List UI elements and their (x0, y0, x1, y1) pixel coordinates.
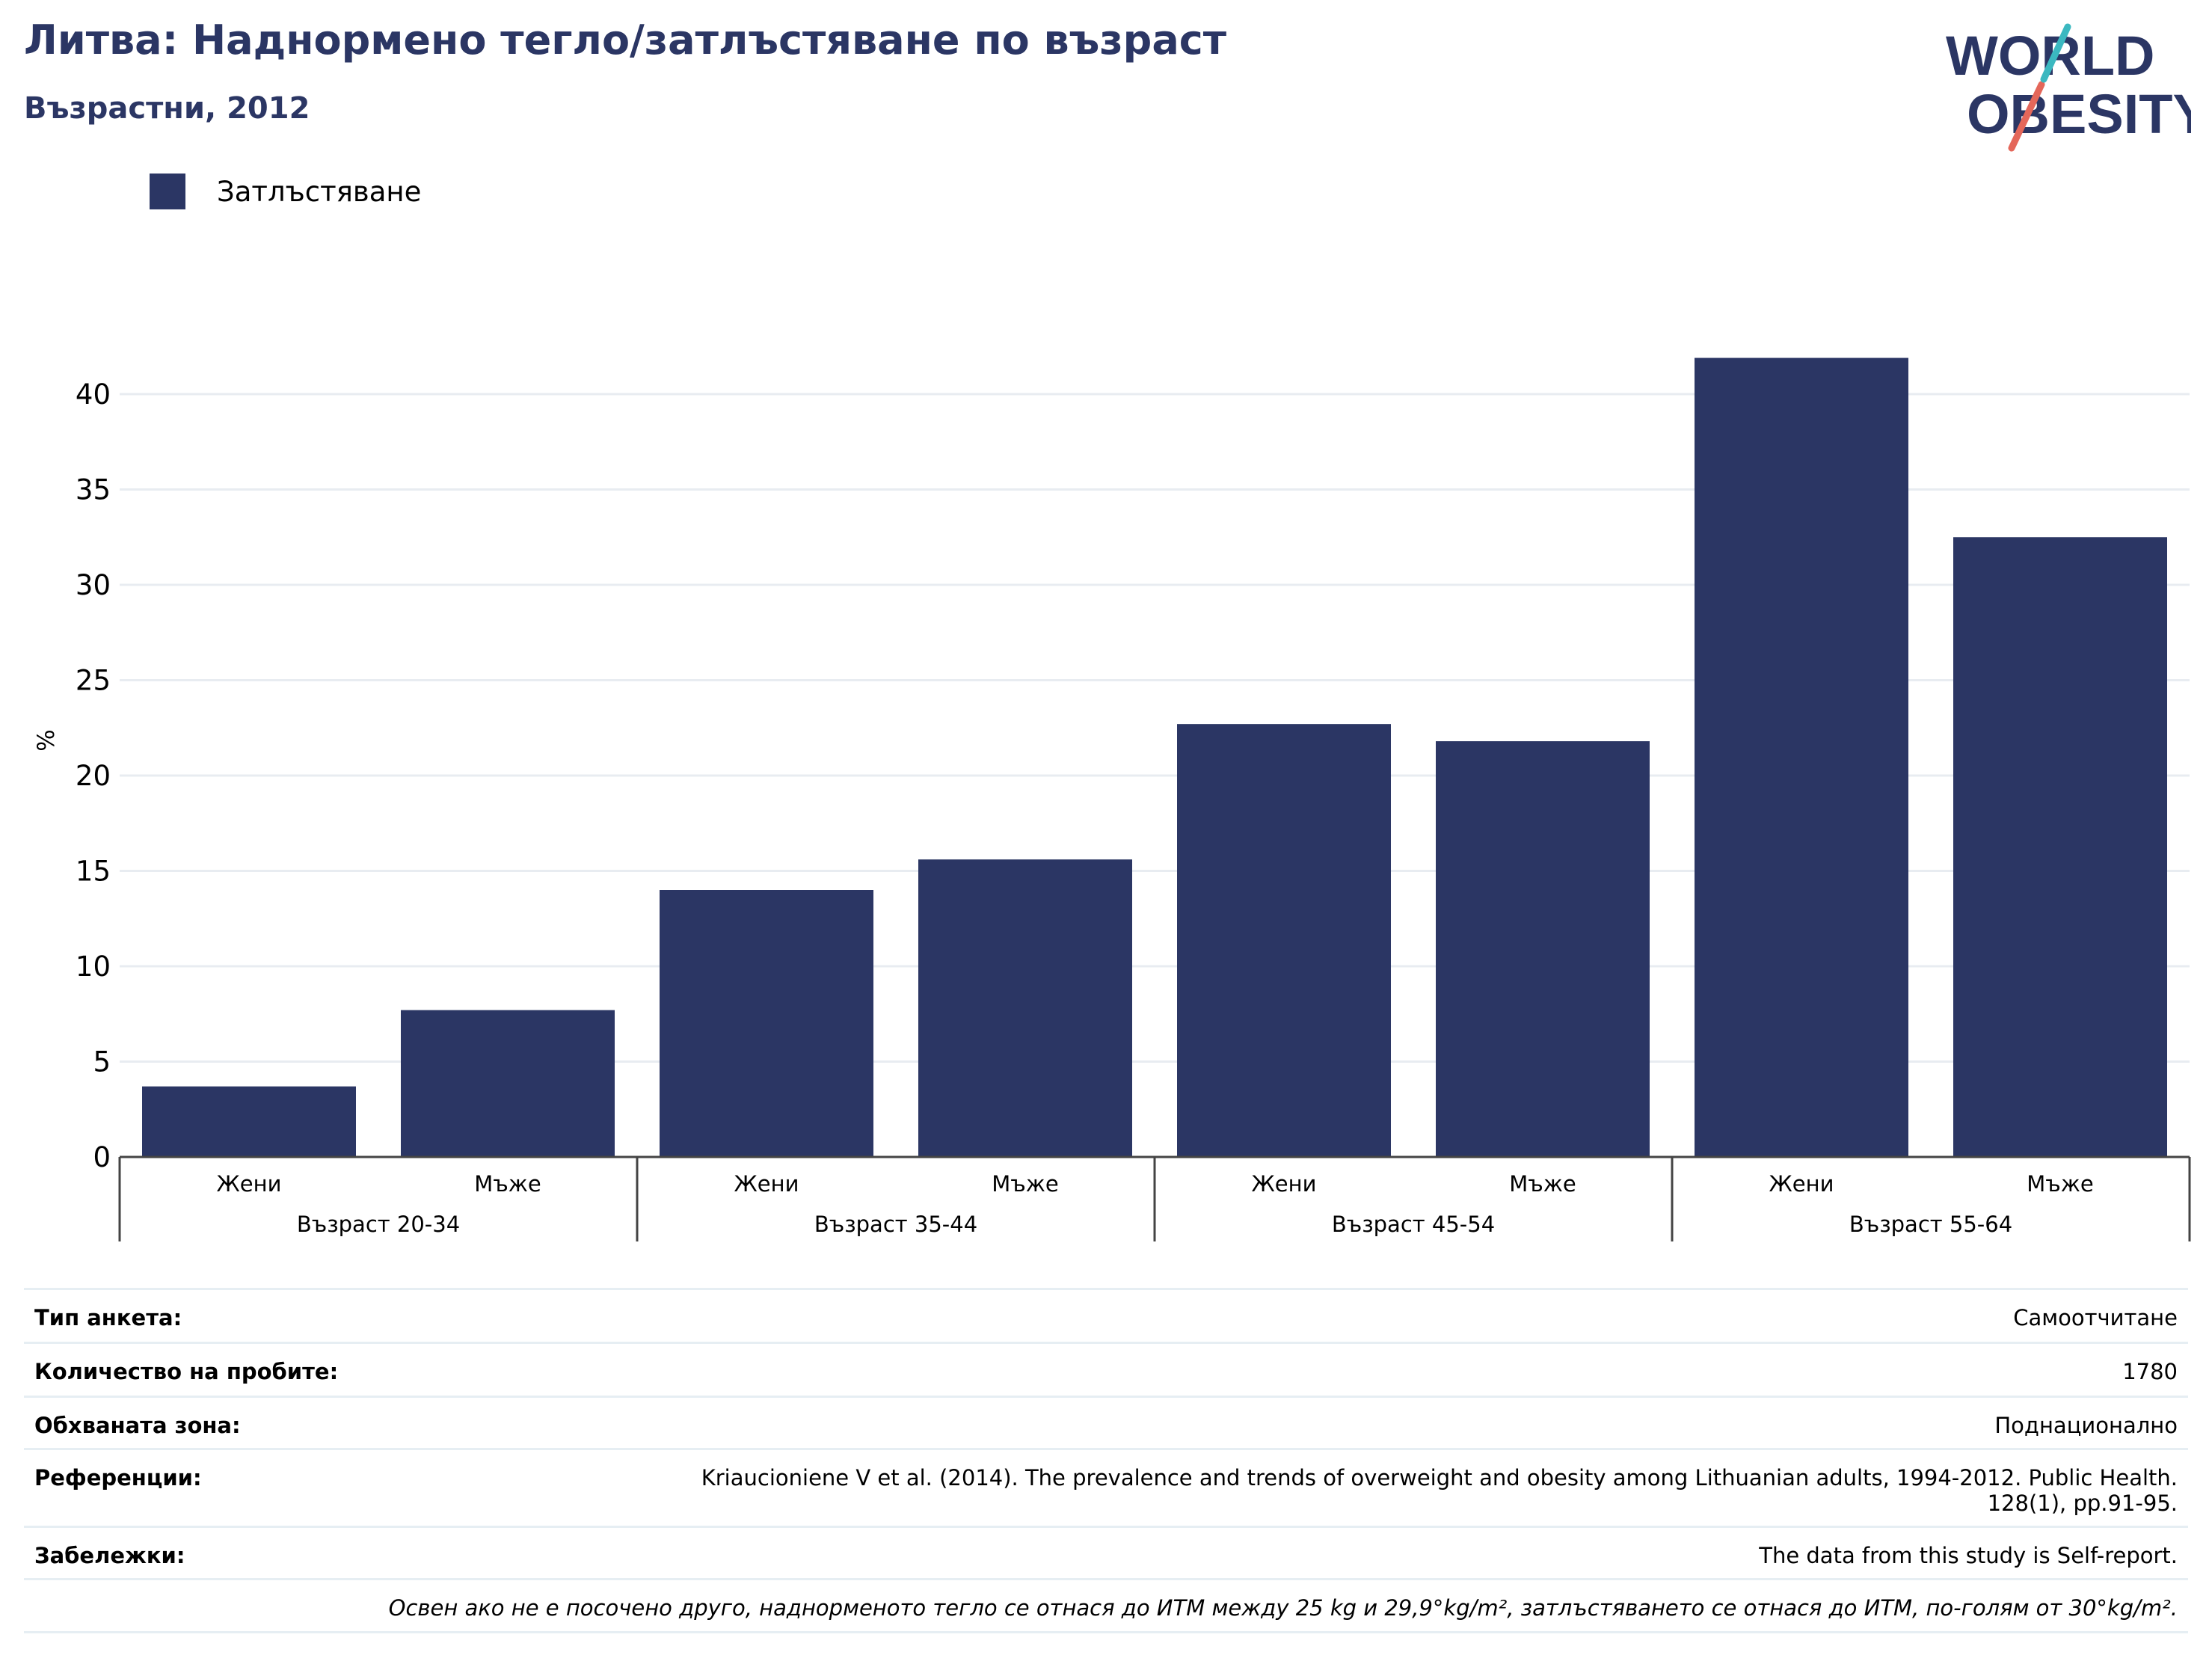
logo-slash-teal (2040, 23, 2071, 83)
references-line1: Kriaucioniene V et al. (2014). The preva… (701, 1465, 2178, 1491)
bar (1177, 724, 1391, 1157)
y-tick-label: 20 (76, 760, 111, 792)
y-tick-label: 0 (93, 1141, 111, 1173)
chart-legend[interactable]: Затлъстяване (150, 174, 421, 209)
legend-label: Затлъстяване (217, 175, 422, 208)
references-line2: 128(1), pp.91-95. (1987, 1491, 2178, 1516)
info-row-references: Референции: Kriaucioniene V et al. (2014… (24, 1448, 2188, 1526)
footnote: Освен ако не е посочено друго, наднормен… (388, 1595, 2178, 1621)
references-label: Референции: (34, 1465, 202, 1491)
bar (918, 859, 1132, 1157)
y-tick-label: 30 (76, 569, 111, 601)
info-row-sample-size: Количество на пробите: 1780 (24, 1342, 2188, 1396)
survey-type-value: Самоотчитане (2013, 1305, 2178, 1330)
y-tick-label: 15 (76, 856, 111, 888)
bar (1436, 741, 1650, 1157)
category-label: Жени (1252, 1171, 1317, 1197)
bar (142, 1086, 356, 1157)
bar (401, 1010, 615, 1157)
group-label: Възраст 45-54 (1332, 1212, 1495, 1237)
chart-subtitle: Възрастни, 2012 (24, 91, 310, 126)
notes-value: The data from this study is Self-report. (1759, 1543, 2178, 1568)
category-label: Мъже (474, 1171, 541, 1197)
bar (1953, 537, 2167, 1157)
bar (660, 890, 873, 1157)
logo-slash-red (2008, 81, 2045, 152)
survey-type-label: Тип анкета: (34, 1305, 182, 1330)
logo-line2: OBESITY (1967, 83, 2191, 145)
coverage-value: Поднационално (1994, 1413, 2178, 1438)
chart-title: Литва: Наднормено тегло/затлъстяване по … (24, 16, 1227, 64)
y-tick-label: 5 (93, 1046, 111, 1078)
group-label: Възраст 55-64 (1849, 1212, 2012, 1237)
bar-chart: 0 5 10 15 20 25 30 35 40% Жени Мъже Възраст 20-34 Же… (33, 357, 2191, 1241)
legend-swatch (150, 174, 185, 209)
world-obesity-logo: WORLD OBESITY (1946, 23, 2191, 152)
y-tick-label: 25 (76, 665, 111, 697)
info-row-footnote: Освен ако не е посочено друго, наднормен… (24, 1578, 2188, 1633)
info-table: Тип анкета: Самоотчитане Количество на п… (24, 1288, 2188, 1633)
info-row-survey-type: Тип анкета: Самоотчитане (24, 1288, 2188, 1342)
category-label: Жени (217, 1171, 282, 1197)
category-label: Жени (1769, 1171, 1834, 1197)
logo-line1: WORLD (1946, 25, 2155, 87)
sample-size-value: 1780 (2122, 1359, 2178, 1384)
category-label: Жени (734, 1171, 799, 1197)
y-tick-label: 40 (76, 378, 111, 411)
group-label: Възраст 20-34 (297, 1212, 460, 1237)
references-value: Kriaucioniene V et al. (2014). The preva… (701, 1465, 2178, 1516)
coverage-label: Обхваната зона: (34, 1413, 241, 1438)
group-label: Възраст 35-44 (814, 1212, 977, 1237)
y-axis-label: % (33, 729, 60, 751)
info-row-coverage: Обхваната зона: Поднационално (24, 1396, 2188, 1448)
category-label: Мъже (1509, 1171, 1576, 1197)
notes-label: Забележки: (34, 1543, 185, 1568)
category-label: Мъже (2027, 1171, 2093, 1197)
info-row-notes: Забележки: The data from this study is S… (24, 1526, 2188, 1578)
y-tick-label: 10 (76, 951, 111, 983)
sample-size-label: Количество на пробите: (34, 1359, 339, 1384)
category-label: Мъже (992, 1171, 1058, 1197)
bar (1695, 357, 1908, 1157)
y-tick-label: 35 (76, 474, 111, 506)
